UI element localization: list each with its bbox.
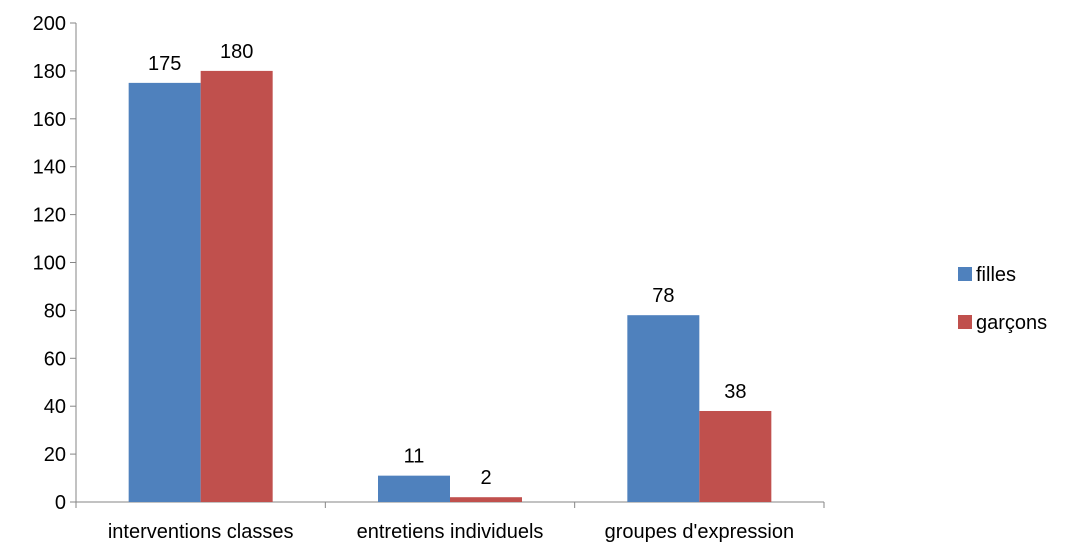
legend-swatch-garçons <box>958 315 972 329</box>
bar-filles <box>378 475 450 502</box>
y-tick-label: 60 <box>44 348 66 370</box>
data-labels: 175 11 78 180 2 38 <box>148 41 746 489</box>
y-tick-label: 120 <box>33 205 66 227</box>
bar-garçons <box>699 410 772 502</box>
x-tick-label: entretiens individuels <box>357 521 544 543</box>
data-label: 175 <box>148 53 181 75</box>
bar-garçons <box>200 70 273 503</box>
legend-swatch-filles <box>958 267 972 281</box>
y-tick-label: 160 <box>33 109 66 131</box>
legend-label: garçons <box>976 312 1047 334</box>
bars <box>128 70 772 503</box>
y-tick-label: 0 <box>55 492 66 514</box>
bar-garçons <box>450 497 522 502</box>
legend: filles garçons <box>958 264 1047 334</box>
y-tick-label: 140 <box>33 157 66 179</box>
y-tick-label: 40 <box>44 396 66 418</box>
x-tick-label: interventions classes <box>108 521 294 543</box>
y-tick-label: 180 <box>33 61 66 83</box>
legend-label: filles <box>976 264 1016 286</box>
bar-filles <box>128 82 201 502</box>
y-tick-label: 80 <box>44 300 66 322</box>
bar-filles <box>627 315 700 502</box>
data-label: 180 <box>220 41 253 63</box>
y-tick-label: 20 <box>44 444 66 466</box>
data-label: 11 <box>404 446 425 468</box>
y-tick-label: 200 <box>33 13 66 35</box>
data-label: 38 <box>724 381 746 403</box>
axes: 0 20 40 60 80 100 120 140 160 180 200 interventions… <box>33 13 825 543</box>
data-label: 2 <box>480 467 491 489</box>
x-tick-label: groupes d'expression <box>605 521 795 543</box>
data-label: 78 <box>652 285 674 307</box>
y-tick-label: 100 <box>33 253 66 275</box>
